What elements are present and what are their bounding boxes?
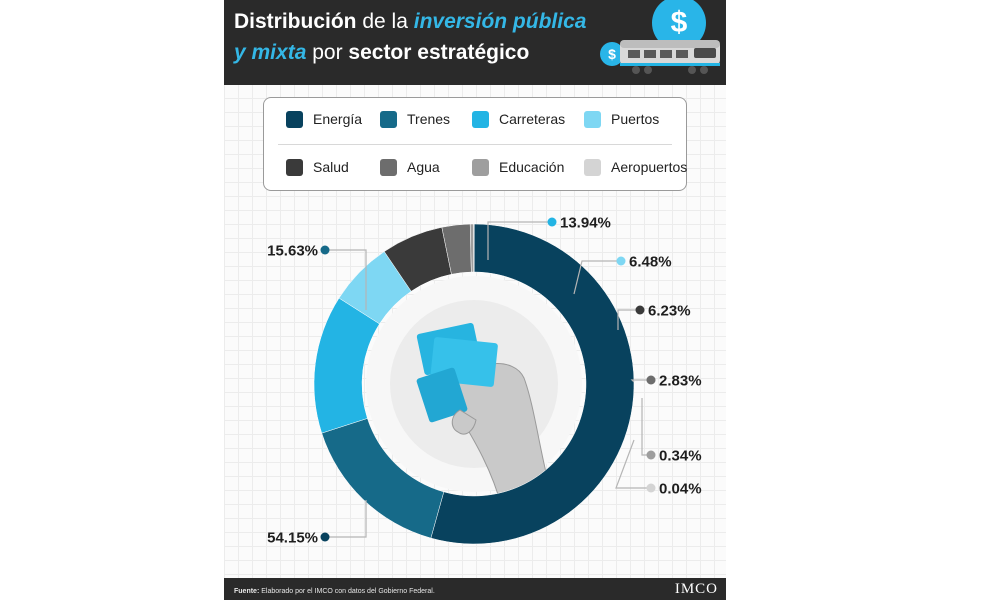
leader-line-aeropuertos (615, 439, 651, 489)
label-dot-trenes (320, 245, 330, 255)
legend-swatch (472, 158, 489, 176)
value-label-agua: 2.83% (659, 373, 702, 390)
title-part-5: por (306, 41, 349, 64)
hand-with-money-icon (416, 322, 555, 509)
value-label-carreteras: 13.94% (560, 215, 611, 232)
label-dot-aeropuertos (646, 483, 656, 493)
infographic-card: Distribución de la inversión pública y m… (224, 0, 726, 600)
legend-swatch (286, 158, 303, 176)
title-part-2: de la (356, 10, 414, 33)
legend-divider (278, 144, 672, 145)
title-part-4: y mixta (234, 41, 307, 64)
leader-line-carreteras (487, 221, 552, 260)
source-label: Fuente: (234, 588, 260, 595)
legend-item-educación: Educación (472, 157, 564, 177)
value-label-educación: 0.34% (659, 448, 702, 465)
legend-label: Puertos (611, 111, 660, 127)
legend-label: Carreteras (499, 111, 566, 127)
legend-item-energía: Energía (286, 109, 362, 129)
source-note: Fuente: Elaborado por el IMCO con datos … (234, 581, 435, 600)
slice-aeropuertos (473, 223, 475, 273)
donut-chart: 54.15% 15.63% 13.94% 6.48% 6.23% 2.83% 0.34% 0.… (267, 215, 702, 547)
leader-line-agua (630, 379, 651, 383)
chart-title: Distribución de la inversión pública y m… (234, 6, 654, 68)
leader-line-trenes (325, 249, 367, 310)
legend-swatch (380, 110, 397, 128)
legend-swatch (380, 158, 397, 176)
label-dot-energía (320, 532, 330, 542)
legend-item-trenes: Trenes (380, 109, 450, 129)
value-label-puertos: 6.48% (629, 254, 672, 271)
label-dot-carreteras (547, 217, 557, 227)
leader-line-educación (641, 398, 651, 456)
legend-label: Salud (313, 159, 349, 175)
legend-item-carreteras: Carreteras (472, 109, 565, 129)
legend-box: Energía Trenes Carreteras Puertos Salud Agua E… (263, 97, 687, 191)
label-dot-agua (646, 375, 656, 385)
label-dot-salud (635, 305, 645, 315)
title-part-3: inversión pública (413, 10, 587, 33)
imco-logo: IMCO (674, 581, 718, 597)
legend-label: Aeropuertos (611, 159, 688, 175)
leader-line-salud (617, 309, 640, 330)
legend-label: Agua (407, 159, 440, 175)
footer-bar: Fuente: Elaborado por el IMCO con datos … (224, 578, 726, 600)
legend-item-puertos: Puertos (584, 109, 659, 129)
value-label-aeropuertos: 0.04% (659, 481, 702, 498)
label-dot-puertos (616, 256, 626, 266)
legend-swatch (584, 110, 601, 128)
title-part-6: sector estratégico (348, 41, 530, 64)
legend-label: Educación (499, 159, 565, 175)
label-dot-educación (646, 450, 656, 460)
legend-label: Energía (313, 111, 363, 127)
legend-swatch (584, 158, 601, 176)
leader-line-energía (325, 500, 367, 538)
source-text: Elaborado por el IMCO con datos del Gobi… (259, 588, 435, 595)
value-label-salud: 6.23% (648, 303, 691, 320)
header-banner: Distribución de la inversión pública y m… (224, 0, 726, 85)
slice-energía (430, 223, 635, 545)
legend-item-aeropuertos: Aeropuertos (584, 157, 687, 177)
legend-label: Trenes (407, 111, 451, 127)
legend-swatch (472, 110, 489, 128)
value-label-trenes: 15.63% (267, 243, 318, 260)
value-label-energía: 54.15% (267, 530, 318, 547)
legend-item-agua: Agua (380, 157, 440, 177)
legend-item-salud: Salud (286, 157, 349, 177)
legend-swatch (286, 110, 303, 128)
leader-line-puertos (573, 260, 621, 295)
train-icon (620, 40, 720, 74)
title-part-1: Distribución (234, 10, 357, 33)
